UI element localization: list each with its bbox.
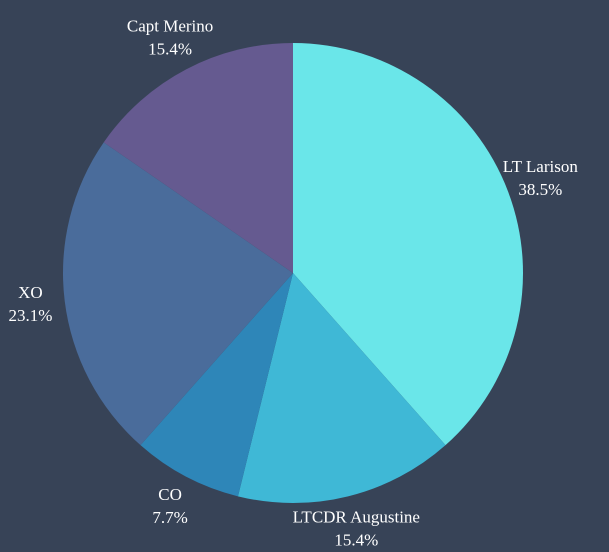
pie-slice xyxy=(237,273,446,503)
slice-value-label: 23.1% xyxy=(8,306,52,325)
pie-slice xyxy=(62,142,293,446)
pie-slice xyxy=(293,43,523,446)
pie-slice xyxy=(140,273,293,497)
slice-label: LTCDR Augustine xyxy=(293,508,420,527)
slice-label: XO xyxy=(18,283,43,302)
slice-value-label: 15.4% xyxy=(148,40,192,59)
slice-value-label: 7.7% xyxy=(152,508,187,527)
slice-label: Capt Merino xyxy=(127,17,213,36)
pie-slice xyxy=(103,43,293,273)
slice-label: CO xyxy=(158,485,182,504)
slice-value-label: 38.5% xyxy=(518,180,562,199)
slice-value-label: 15.4% xyxy=(334,531,378,550)
slice-label: LT Larison xyxy=(503,157,579,176)
